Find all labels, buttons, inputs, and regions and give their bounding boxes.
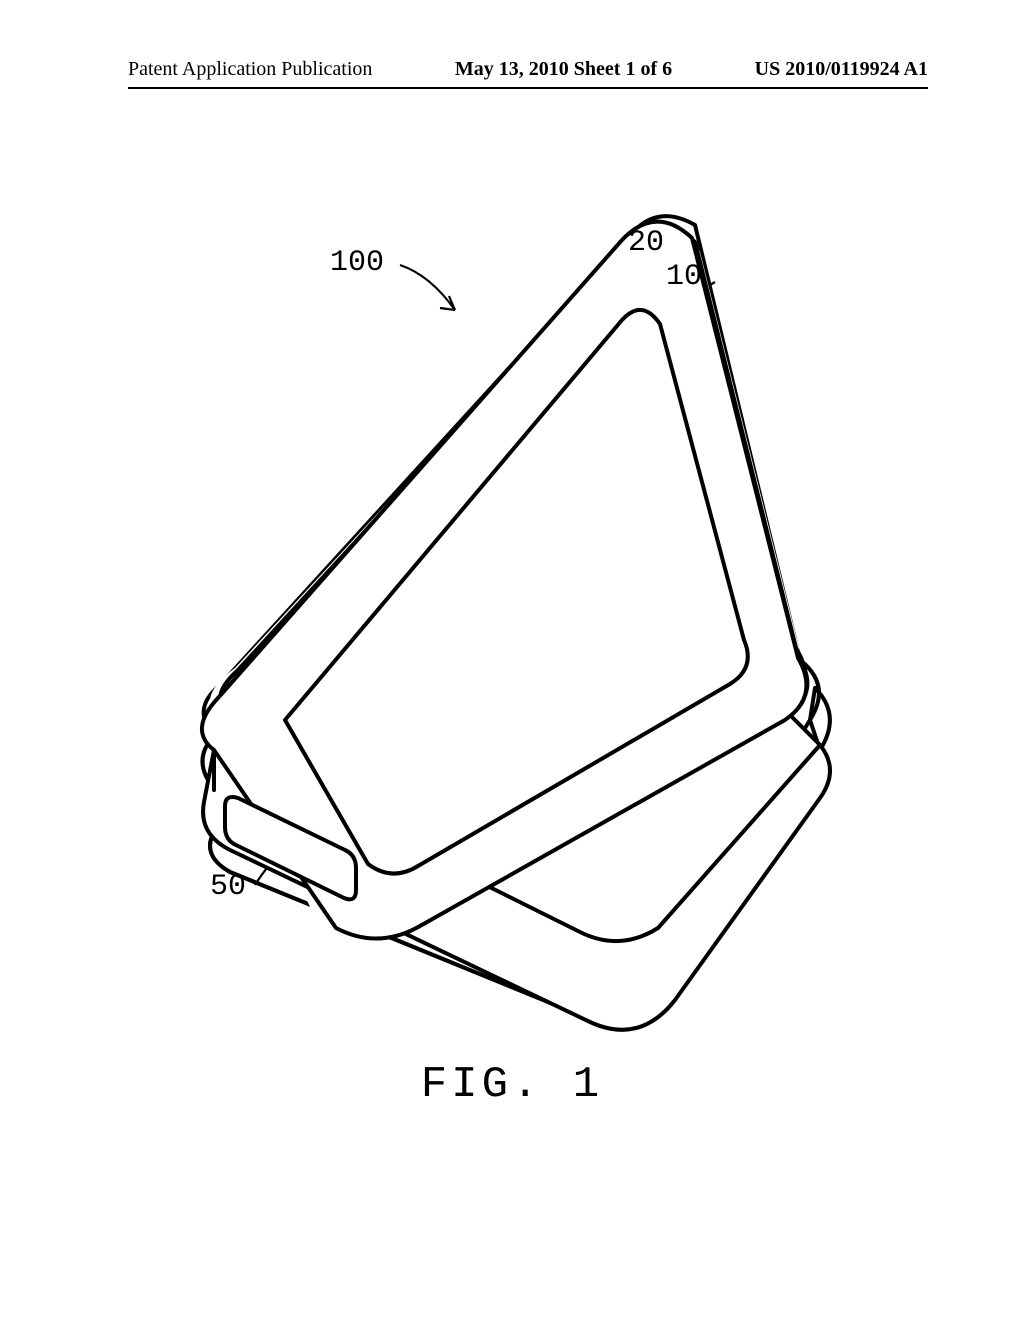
ref-20: 20 [628,226,664,260]
ref-10: 10 [666,260,702,294]
header-rule [128,87,928,89]
ref-10-text: 10 [666,260,702,294]
ref-100-text: 100 [330,246,384,280]
page-header: Patent Application Publication May 13, 2… [0,58,1024,89]
ref-100: 100 [330,246,384,280]
ref-50-text: 50 [210,870,246,904]
figure-label: FIG. 1 [0,1060,1024,1110]
page: Patent Application Publication May 13, 2… [0,0,1024,1320]
ref-20-text: 20 [628,226,664,260]
header-center: May 13, 2010 Sheet 1 of 6 [455,58,672,81]
figure-1 [120,190,904,1170]
ref-50: 50 [210,870,246,904]
header-right: US 2010/0119924 A1 [755,58,928,81]
header-text-row: Patent Application Publication May 13, 2… [0,58,1024,87]
header-left: Patent Application Publication [128,58,372,81]
